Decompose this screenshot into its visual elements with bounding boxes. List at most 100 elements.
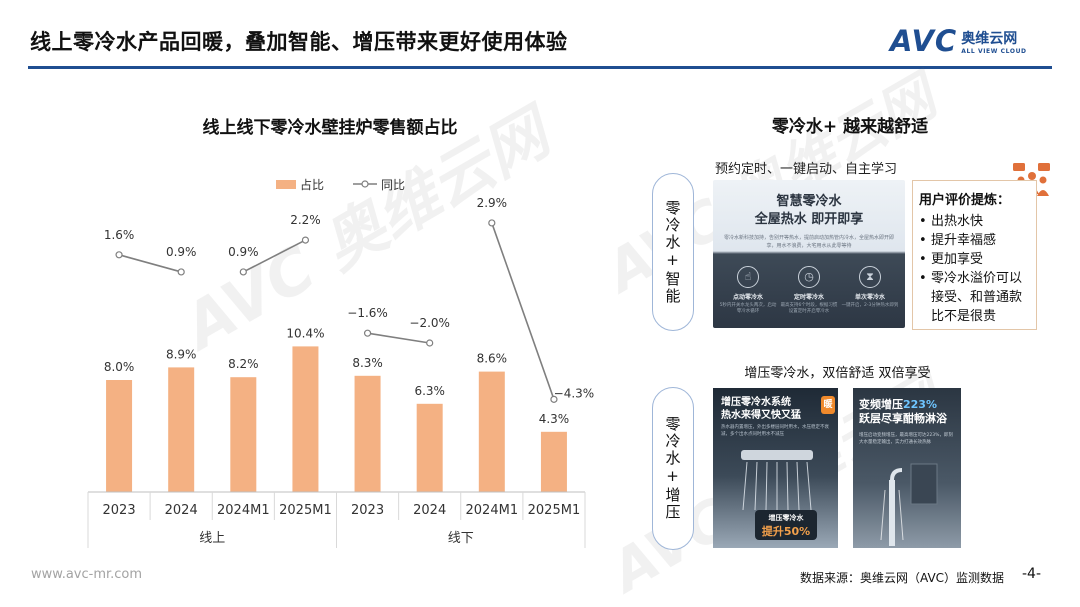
user-review-box: 用户评价提炼： 出热水快 提升幸福感 更加享受 零冷水溢价可以接受、和普通款比不…	[912, 180, 1037, 330]
variable-boost-label: 变频增压	[859, 398, 903, 411]
header-divider	[28, 66, 1052, 69]
smart-image-description: 零冷水新科技加持，告别开等热水，提前启动加热管内冷水，全屋热水即开即享，用水不浪…	[723, 235, 894, 249]
faucet-icon	[880, 463, 938, 546]
feature-label: 点动零冷水	[732, 294, 763, 301]
line-segment-yoy	[242, 239, 306, 273]
legend-label-yoy: 同比	[381, 178, 405, 192]
feature-desc: 最高支持6个时段，根据习惯设置定时开启零冷水	[780, 303, 838, 314]
shower-head-icon	[741, 450, 813, 511]
line-label: −1.6%	[347, 306, 388, 320]
legend-marker-yoy	[361, 180, 369, 188]
boost-image-description: 热水器内置增压，外出多楼层同时用水，水压稳定不衰减，多个出水点同时用水不减压	[721, 425, 829, 437]
bar-share	[416, 403, 443, 492]
pill-boost: 零冷水+增压	[652, 387, 694, 550]
page-title: 线上零冷水产品回暖，叠加智能、增压带来更好使用体验	[30, 30, 568, 54]
smart-image-heading: 智慧零冷水	[776, 194, 842, 209]
feature-single: ⧗ 单次零冷水 一键开启，2-3分钟热水即到	[841, 264, 899, 322]
boost-image-subtitle: 热水来得又快又猛	[721, 410, 801, 421]
review-heading: 用户评价提炼：	[919, 193, 1011, 208]
legend-swatch-share	[276, 180, 296, 189]
review-item: 提升幸福感	[919, 231, 1030, 250]
line-point-yoy	[239, 268, 247, 276]
boost-image-title: 增压零冷水系统	[721, 397, 791, 408]
x-group-label: 线下	[448, 531, 474, 546]
smart-image-subheading: 全屋热水 即开即享	[754, 212, 864, 227]
clock-icon: ◷	[798, 266, 820, 288]
pill-smart: 零冷水+智能	[652, 173, 694, 331]
x-tick-label: 2024M1	[466, 503, 519, 518]
bar-label: 8.0%	[104, 360, 135, 374]
smart-product-image: 智慧零冷水 全屋热水 即开即享 零冷水新科技加持，告别开等热水，提前启动加热管内…	[713, 180, 905, 328]
line-label: −4.3%	[554, 386, 595, 400]
boost-badge: 增压零冷水 提升50%	[755, 510, 817, 540]
review-item: 零冷水溢价可以接受、和普通款比不是很贵	[919, 269, 1030, 326]
timer-icon: ⧗	[859, 266, 881, 288]
page-number: -4-	[1022, 566, 1042, 582]
bar-share	[292, 346, 319, 492]
line-point-yoy	[301, 236, 310, 244]
boost-caption: 增压零冷水，双倍舒适 双倍享受	[744, 366, 931, 381]
feature-timer: ◷ 定时零冷水 最高支持6个时段，根据习惯设置定时开启零冷水	[780, 264, 838, 322]
x-tick-label: 2024	[165, 503, 198, 518]
line-label: 1.6%	[104, 228, 135, 242]
feature-tap: ☝ 点动零冷水 5秒内开关水龙头两次，启动零冷水循环	[719, 264, 777, 322]
feature-label: 定时零冷水	[793, 294, 824, 301]
logo-chinese-name: 奥维云网	[961, 30, 1018, 47]
line-label: 2.9%	[477, 196, 508, 210]
data-source: 数据来源：奥维云网（AVC）监测数据	[800, 571, 1005, 585]
bar-share	[354, 375, 381, 492]
right-panel-title: 零冷水+ 越来越舒适	[771, 117, 929, 137]
combo-chart: 占比 同比 8.0% 8.9% 8.2% 10.4% 8.3% 6.3% 8.6% 4.3% 202…	[87, 177, 595, 548]
review-item: 出热水快	[919, 212, 1030, 231]
bar-label: 6.3%	[414, 384, 445, 398]
variable-boost-description: 增压启动变频增压，最高增压可达223%，即刻大水量稳定输出，实力打通长效热脉	[859, 433, 953, 445]
x-tick-label: 2023	[351, 503, 384, 518]
line-point-yoy	[115, 251, 123, 259]
variable-boost-subtitle: 跃层尽享酣畅淋浴	[859, 412, 947, 425]
bar-share	[106, 380, 133, 492]
line-point-yoy	[426, 339, 434, 347]
bar-label: 8.9%	[166, 347, 197, 361]
footer-url: www.avc-mr.com	[31, 567, 143, 582]
bar-share	[540, 431, 567, 492]
smart-caption: 预约定时、一键启动、自主学习	[715, 162, 898, 177]
line-segment-yoy	[118, 254, 182, 273]
feature-desc: 一键开启，2-3分钟热水即到	[841, 303, 899, 308]
hand-icon: ☝	[737, 266, 759, 288]
brand-badge: 暖	[821, 396, 835, 414]
x-tick-label: 2024	[413, 503, 446, 518]
line-point-yoy	[488, 219, 496, 227]
variable-boost-image: 变频增压223% 跃层尽享酣畅淋浴 增压启动变频增压，最高增压可达223%，即刻…	[853, 388, 961, 548]
legend-label-share: 占比	[300, 177, 324, 192]
logo-wordmark: AVC	[890, 24, 958, 58]
variable-boost-title: 变频增压223%	[859, 396, 937, 412]
x-tick-label: 2024M1	[217, 503, 270, 518]
x-tick-label: 2025M1	[528, 503, 581, 518]
line-label: 0.9%	[228, 245, 259, 259]
boost-badge-value: 提升50%	[761, 525, 811, 538]
review-item: 更加享受	[919, 250, 1030, 269]
bar-label: 4.3%	[539, 412, 570, 426]
bar-share	[168, 367, 195, 492]
x-tick-label: 2023	[103, 503, 136, 518]
x-tick-label: 2025M1	[279, 503, 332, 518]
line-label: 2.2%	[290, 213, 321, 227]
line-label: −2.0%	[409, 316, 450, 330]
avc-logo: AVC 奥维云网 ALL VIEW CLOUD	[890, 24, 1027, 58]
feature-label: 单次零冷水	[854, 294, 885, 301]
bar-label: 10.4%	[286, 326, 324, 340]
line-segment-yoy	[367, 332, 430, 344]
logo-english-name: ALL VIEW CLOUD	[961, 47, 1027, 55]
variable-boost-value: 223%	[903, 398, 937, 411]
line-point-yoy	[363, 329, 372, 337]
line-segment-yoy	[491, 222, 555, 400]
chart-title: 线上线下零冷水壁挂炉零售额占比	[202, 118, 458, 138]
line-point-yoy	[550, 395, 558, 403]
bar-label: 8.2%	[228, 357, 259, 371]
bar-label: 8.6%	[477, 352, 508, 366]
bar-share	[230, 377, 257, 492]
feature-desc: 5秒内开关水龙头两次，启动零冷水循环	[719, 303, 777, 314]
bar-share	[478, 371, 505, 492]
line-point-yoy	[177, 268, 185, 276]
x-group-label: 线上	[199, 531, 225, 546]
